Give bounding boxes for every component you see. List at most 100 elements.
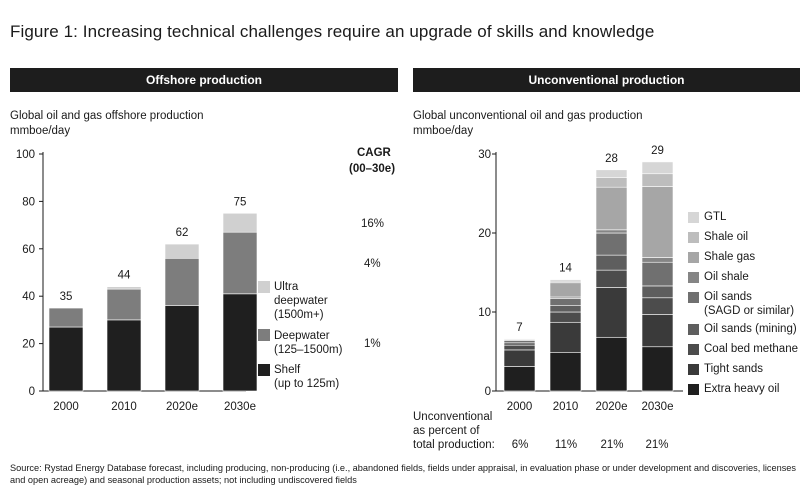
bar-segment xyxy=(595,232,628,256)
bar-segment xyxy=(503,338,536,340)
bar-segment xyxy=(106,286,142,290)
legend-label: Shale oil xyxy=(704,231,749,243)
bar-segment xyxy=(106,288,142,321)
x-tick-label: 2030e xyxy=(642,401,674,413)
pct-label-1: Unconventional xyxy=(413,411,493,423)
offshore-unit: mmboe/day xyxy=(10,125,71,137)
bar-segment xyxy=(641,257,674,263)
bar-segment xyxy=(164,305,200,392)
legend-label-shelf: Shelf (up to 125m) xyxy=(274,364,340,390)
bar-segment xyxy=(503,344,536,351)
legend-swatch-shelf xyxy=(258,364,270,376)
source-note: Source: Rystad Energy Database forecast,… xyxy=(10,463,797,485)
cagr-period: (00–30e) xyxy=(349,163,396,175)
legend-swatch xyxy=(688,364,699,375)
bar-segment xyxy=(222,293,258,392)
bar-segment xyxy=(595,169,628,179)
bar-segment xyxy=(641,346,674,392)
bar-segment xyxy=(549,279,582,282)
legend-label: Oil sands (SAGD or similar) xyxy=(704,291,795,317)
bar-total-label: 62 xyxy=(176,227,189,239)
legend-swatch xyxy=(688,292,699,303)
bar-segment xyxy=(595,186,628,231)
legend-label: Coal bed methane xyxy=(704,343,798,355)
bar-segment xyxy=(549,298,582,306)
legend-swatch xyxy=(688,232,699,243)
legend-item: Tight sands xyxy=(688,362,808,376)
legend-label: Tight sands xyxy=(704,363,764,375)
legend-item: Coal bed methane xyxy=(688,342,808,356)
y-tick-label: 30 xyxy=(478,149,491,161)
legend-label-ultra: Ultra deepwater (1500m+) xyxy=(274,281,328,321)
legend-swatch xyxy=(688,272,699,283)
bar-segment xyxy=(641,261,674,287)
bar-segment xyxy=(222,231,258,295)
legend-label: GTL xyxy=(704,211,727,223)
bar-segment xyxy=(503,342,536,346)
pct-2010: 11% xyxy=(554,439,578,451)
bar-segment xyxy=(549,321,582,353)
legend-item: GTL xyxy=(688,210,808,224)
bar-segment xyxy=(164,257,200,306)
bar-total-label: 28 xyxy=(605,153,618,165)
legend-swatch-ultra xyxy=(258,281,270,293)
legend-swatch-deepwater xyxy=(258,329,270,341)
bar-segment xyxy=(503,340,536,344)
bar-total-label: 14 xyxy=(559,263,572,275)
bar-segment xyxy=(595,269,628,288)
bar-total-label: 35 xyxy=(60,291,73,303)
pct-label-2: as percent of xyxy=(413,425,480,437)
y-tick-label: 20 xyxy=(22,339,35,351)
bar-segment xyxy=(641,314,674,348)
bar-segment xyxy=(595,254,628,271)
legend-swatch xyxy=(688,324,699,335)
legend-label: Oil sands (mining) xyxy=(704,323,797,335)
bar-segment xyxy=(549,311,582,323)
legend-item: Oil sands (SAGD or similar) xyxy=(688,290,808,318)
x-tick-label: 2020e xyxy=(166,401,198,413)
bar-segment xyxy=(595,177,628,188)
legend-item: Shale oil xyxy=(688,230,808,244)
bar-total-label: 44 xyxy=(118,270,131,282)
bar-segment xyxy=(641,297,674,315)
legend-item: Shale gas xyxy=(688,250,808,264)
legend-label: Shale gas xyxy=(704,251,756,263)
legend-swatch xyxy=(688,252,699,263)
bar-total-label: 29 xyxy=(651,145,664,157)
unconventional-banner: Unconventional production xyxy=(413,68,800,92)
bar-segment xyxy=(48,326,84,392)
y-tick-label: 80 xyxy=(22,196,35,208)
legend-item: Oil shale xyxy=(688,270,808,284)
bar-segment xyxy=(503,366,536,392)
bar-segment xyxy=(595,287,628,338)
bar-total-label: 75 xyxy=(234,196,247,208)
bar-segment xyxy=(48,307,84,328)
cagr-shelf: 1% xyxy=(364,338,381,350)
cagr-deepwater: 4% xyxy=(364,258,381,270)
y-tick-label: 0 xyxy=(29,386,35,398)
y-tick-label: 10 xyxy=(478,307,491,319)
x-tick-label: 2010 xyxy=(111,401,137,413)
bar-segment xyxy=(641,173,674,187)
bar-segment xyxy=(641,161,674,175)
unconventional-legend: GTL Shale oil Shale gas Oil shale Oil sands(… xyxy=(688,210,808,402)
legend-swatch xyxy=(688,344,699,355)
bar-segment xyxy=(164,243,200,259)
y-tick-label: 60 xyxy=(22,244,35,256)
pct-label-3: total production: xyxy=(413,439,495,451)
legend-label: Oil shale xyxy=(704,271,749,283)
bar-segment xyxy=(549,305,582,313)
x-tick-label: 2020e xyxy=(596,401,628,413)
bar-segment xyxy=(549,351,582,392)
bar-segment xyxy=(595,229,628,234)
x-tick-label: 2000 xyxy=(53,401,79,413)
bar-segment xyxy=(222,212,258,233)
unconventional-unit: mmboe/day xyxy=(413,125,474,137)
legend-swatch xyxy=(688,212,699,223)
offshore-banner: Offshore production xyxy=(10,68,398,92)
cagr-title: CAGR xyxy=(357,147,391,159)
bar-segment xyxy=(641,285,674,299)
y-tick-label: 20 xyxy=(478,228,491,240)
x-tick-label: 2000 xyxy=(507,401,533,413)
